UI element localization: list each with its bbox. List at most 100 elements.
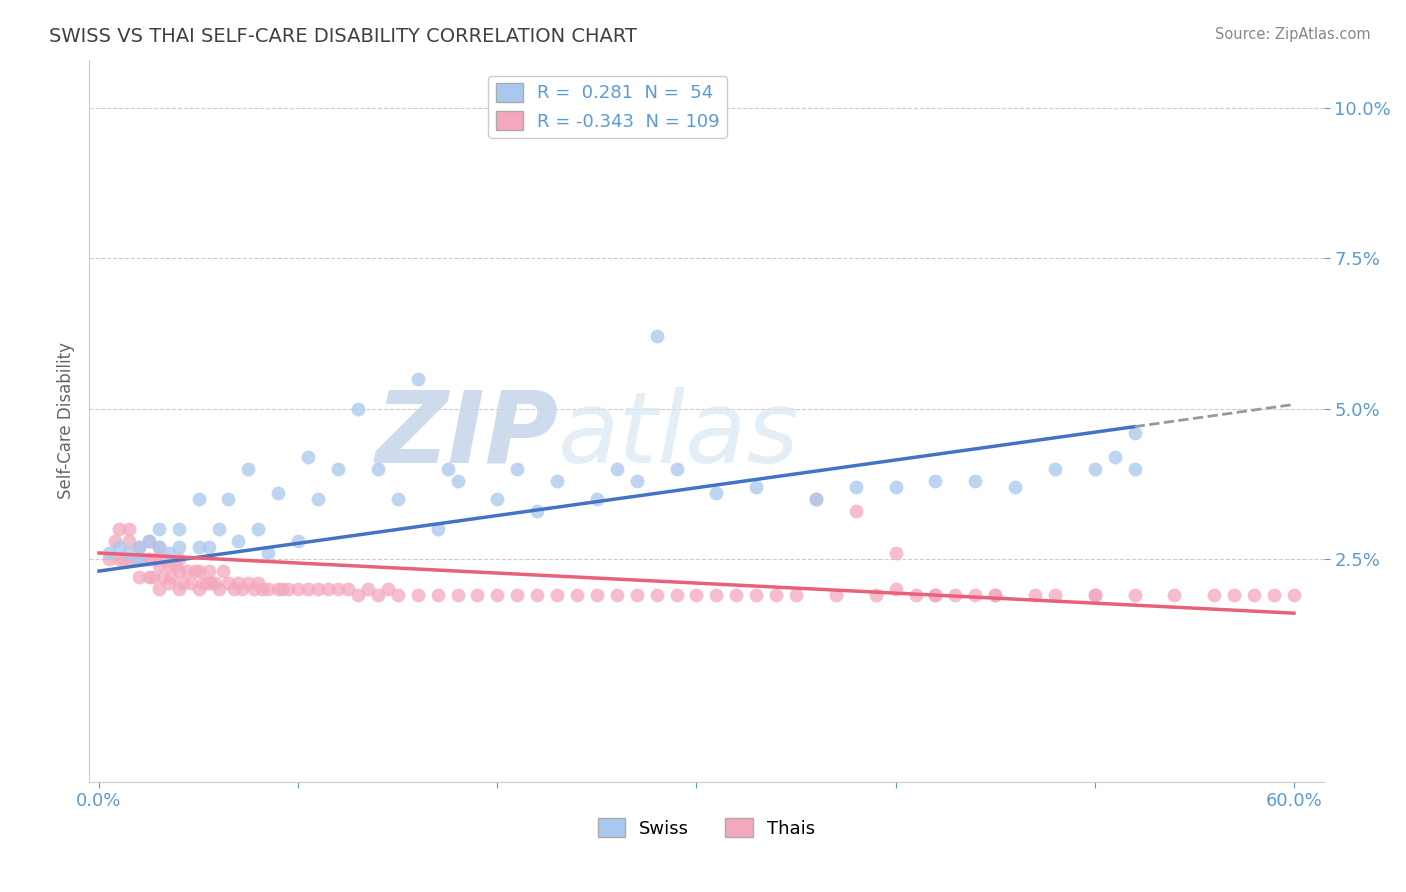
Text: SWISS VS THAI SELF-CARE DISABILITY CORRELATION CHART: SWISS VS THAI SELF-CARE DISABILITY CORRE… [49, 27, 637, 45]
Point [148, 582, 170, 596]
Point [118, 533, 141, 548]
Point [706, 588, 728, 602]
Point [228, 576, 250, 591]
Point [167, 564, 190, 578]
Point [804, 491, 827, 506]
Point [526, 588, 548, 602]
Point [745, 588, 768, 602]
Point [98, 552, 121, 566]
Point [1282, 588, 1305, 602]
Point [108, 540, 131, 554]
Point [387, 491, 409, 506]
Point [148, 540, 170, 554]
Point [436, 462, 458, 476]
Point [191, 576, 214, 591]
Point [845, 480, 868, 494]
Point [157, 576, 180, 591]
Point [665, 462, 688, 476]
Point [1084, 462, 1107, 476]
Point [426, 522, 449, 536]
Point [665, 588, 688, 602]
Point [1043, 588, 1066, 602]
Point [167, 552, 190, 566]
Text: ZIP: ZIP [375, 386, 558, 483]
Point [387, 588, 409, 602]
Point [224, 582, 246, 596]
Point [1004, 480, 1026, 494]
Point [138, 570, 160, 584]
Point [984, 588, 1007, 602]
Point [287, 582, 309, 596]
Text: atlas: atlas [558, 386, 800, 483]
Point [297, 582, 319, 596]
Point [884, 546, 907, 560]
Point [153, 552, 176, 566]
Point [606, 462, 628, 476]
Point [765, 588, 787, 602]
Point [104, 533, 127, 548]
Point [143, 552, 166, 566]
Point [118, 552, 141, 566]
Point [172, 576, 194, 591]
Point [904, 588, 927, 602]
Point [546, 588, 568, 602]
Point [138, 552, 160, 566]
Text: Source: ZipAtlas.com: Source: ZipAtlas.com [1215, 27, 1371, 42]
Point [347, 401, 370, 416]
Point [159, 570, 181, 584]
Point [197, 540, 219, 554]
Y-axis label: Self-Care Disability: Self-Care Disability [58, 343, 75, 500]
Point [924, 474, 946, 488]
Point [207, 582, 229, 596]
Point [865, 588, 887, 602]
Point [924, 588, 946, 602]
Point [506, 588, 529, 602]
Point [546, 474, 568, 488]
Point [606, 588, 628, 602]
Point [506, 462, 529, 476]
Point [207, 522, 229, 536]
Point [845, 504, 868, 518]
Point [426, 588, 449, 602]
Point [945, 588, 967, 602]
Point [183, 564, 205, 578]
Point [406, 588, 429, 602]
Point [626, 588, 648, 602]
Point [357, 582, 380, 596]
Point [1204, 588, 1226, 602]
Point [406, 371, 429, 385]
Point [725, 588, 748, 602]
Point [785, 588, 807, 602]
Point [128, 570, 150, 584]
Point [367, 462, 389, 476]
Point [965, 474, 987, 488]
Point [98, 546, 121, 560]
Point [152, 570, 174, 584]
Point [884, 582, 907, 596]
Point [167, 540, 190, 554]
Point [132, 552, 155, 566]
Point [163, 558, 186, 572]
Point [825, 588, 848, 602]
Point [257, 546, 280, 560]
Point [187, 540, 209, 554]
Point [247, 576, 270, 591]
Point [118, 522, 141, 536]
Point [231, 582, 253, 596]
Point [157, 546, 180, 560]
Point [252, 582, 274, 596]
Point [336, 582, 359, 596]
Point [984, 588, 1007, 602]
Point [307, 491, 329, 506]
Point [1084, 588, 1107, 602]
Point [685, 588, 707, 602]
Point [1163, 588, 1185, 602]
Point [200, 576, 222, 591]
Point [1084, 588, 1107, 602]
Point [197, 564, 219, 578]
Point [745, 480, 768, 494]
Point [526, 504, 548, 518]
Point [128, 540, 150, 554]
Point [1243, 588, 1265, 602]
Point [645, 329, 668, 343]
